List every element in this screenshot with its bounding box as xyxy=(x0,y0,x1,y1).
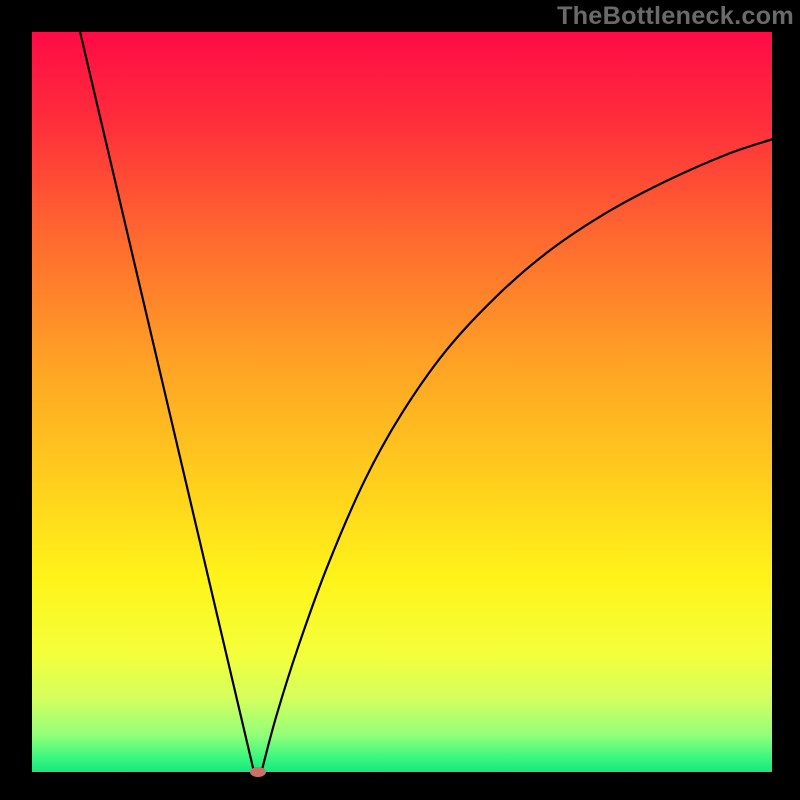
curve-right-branch xyxy=(261,139,772,772)
chart-canvas: TheBottleneck.com xyxy=(0,0,800,800)
plot-area xyxy=(32,32,772,772)
min-point-marker xyxy=(250,767,266,777)
watermark-text: TheBottleneck.com xyxy=(557,2,794,31)
curve-svg xyxy=(32,32,772,772)
curve-left-branch xyxy=(80,32,254,772)
